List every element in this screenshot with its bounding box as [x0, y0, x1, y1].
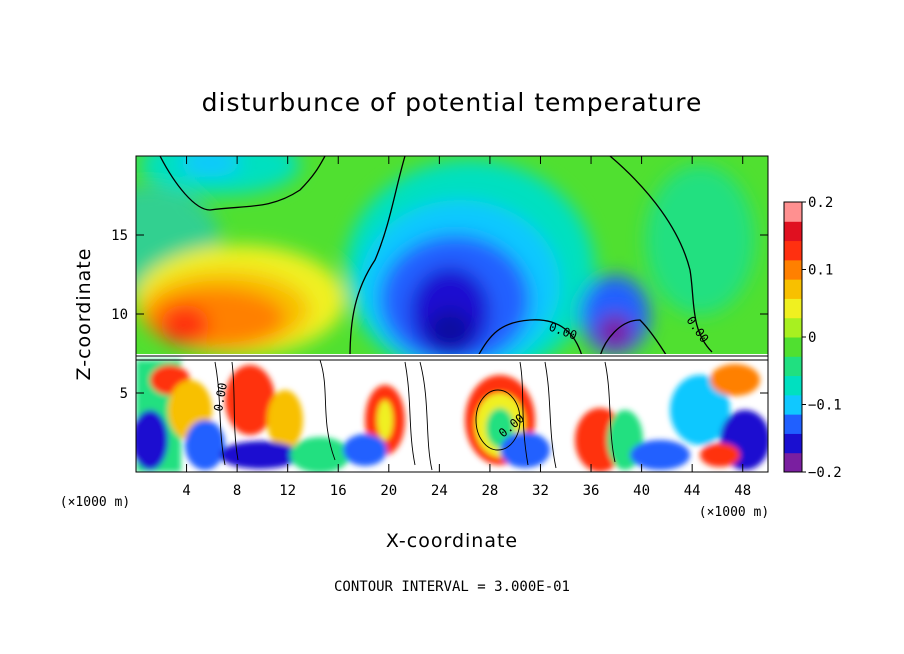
colorbar-tick-label: 0.2: [808, 195, 833, 211]
colorbar-tick-label: −0.1: [808, 398, 842, 414]
colorbar-band: [784, 414, 802, 434]
chart-title: disturbunce of potential temperature: [202, 88, 703, 117]
colorbar-tick-label: 0.1: [808, 263, 833, 279]
x-tick-label: 44: [684, 483, 701, 499]
colorbar-band: [784, 317, 802, 338]
y-axis: 5 10 15: [111, 228, 768, 402]
upper-contours: [159, 156, 713, 359]
lower-field: [136, 360, 768, 472]
x-tick-label: 8: [233, 483, 241, 499]
x-unit-label: (×1000 m): [60, 495, 130, 510]
colorbar-tick-label: 0: [808, 330, 816, 346]
x-tick-label: 48: [734, 483, 751, 499]
x-tick-label: 32: [532, 483, 549, 499]
colorbar-band: [784, 375, 802, 396]
x-tick-label: 4: [182, 483, 190, 499]
x-axis: 4 8 12 16 20 24 28 32 36 40 44 48: [182, 156, 751, 499]
colorbar-band: [784, 279, 802, 299]
colorbar-band: [784, 337, 802, 357]
x-tick-label: 24: [431, 483, 448, 499]
x-unit-label: (×1000 m): [699, 505, 769, 520]
colorbar-band: [784, 202, 802, 222]
x-tick-label: 40: [633, 483, 650, 499]
colorbar-band: [784, 356, 802, 377]
x-tick-label: 28: [481, 483, 498, 499]
contour-label: 0.00: [211, 382, 230, 413]
y-tick-label: 15: [111, 228, 128, 244]
colorbar-tick-label: −0.2: [808, 465, 842, 481]
x-tick-label: 20: [380, 483, 397, 499]
colorbar-band: [784, 394, 802, 415]
lower-contours: [136, 355, 768, 471]
y-tick-label: 5: [120, 386, 128, 402]
colorbar: 0.2 0.1 0 −0.1 −0.2: [783, 195, 842, 481]
upper-field: [136, 156, 755, 380]
heatmap-field: [136, 156, 768, 472]
contour-interval-note: CONTOUR INTERVAL = 3.000E-01: [334, 579, 570, 595]
colorbar-band: [784, 240, 802, 261]
x-tick-label: 36: [583, 483, 600, 499]
x-tick-label: 12: [279, 483, 296, 499]
colorbar-band: [784, 452, 802, 473]
y-axis-label: Z-coordinate: [73, 248, 95, 381]
colorbar-band: [784, 433, 802, 454]
x-axis-label: X-coordinate: [386, 530, 518, 552]
colorbar-band: [784, 221, 802, 242]
colorbar-band: [784, 298, 802, 319]
y-tick-label: 10: [111, 307, 128, 323]
colorbar-band: [784, 259, 802, 280]
x-tick-label: 16: [330, 483, 347, 499]
